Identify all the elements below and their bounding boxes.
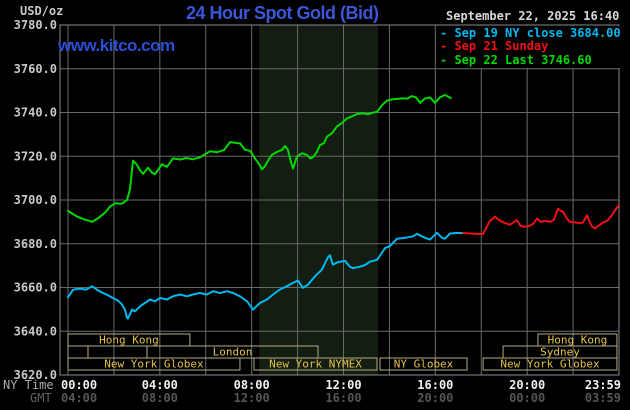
- y-axis-tick-label: 3780.0: [14, 18, 57, 32]
- y-axis-tick-label: 3700.0: [14, 193, 57, 207]
- x-tick-label-gmt: 08:00: [142, 391, 178, 405]
- y-axis-tick-label: 3680.0: [14, 237, 57, 251]
- session-label: Hong Kong: [99, 334, 159, 347]
- session-box: [87, 345, 148, 359]
- session-label: New York Globex: [104, 358, 204, 371]
- kitco-watermark: www.kitco.com: [58, 36, 175, 55]
- chart-legend: - Sep 19 NY close 3684.00 - Sep 21 Sunda…: [438, 26, 623, 68]
- legend-item-sep21: - Sep 21 Sunday: [440, 39, 549, 54]
- x-tick-label-gmt: 16:00: [325, 391, 361, 405]
- session-label: Sydney: [540, 346, 580, 359]
- session-label: New York NYMEX: [269, 358, 362, 371]
- x-tick-label-gmt: 03:59: [585, 391, 621, 405]
- x-tick-label-gmt: 04:00: [61, 391, 97, 405]
- series-line-sep19: [67, 231, 465, 320]
- chart-title: 24 Hour Spot Gold (Bid): [186, 3, 379, 23]
- x-tick-label-gmt: 20:00: [417, 391, 453, 405]
- y-axis-tick-label: 3640.0: [14, 324, 57, 338]
- x-axis-ny-time-label: NY Time: [3, 378, 54, 392]
- session-label: New York Globex: [500, 358, 600, 371]
- legend-item-sep19: - Sep 19 NY close 3684.00: [440, 26, 621, 40]
- session-box: [253, 357, 378, 371]
- x-tick-label-ny: 23:59: [585, 378, 621, 392]
- session-label: London: [213, 346, 253, 359]
- session-box: [482, 357, 618, 371]
- series-line-sep21: [462, 204, 620, 235]
- x-tick-label-ny: 16:00: [417, 378, 453, 392]
- y-axis-unit: USD/oz: [20, 4, 64, 18]
- x-tick-label-gmt: 00:00: [509, 391, 545, 405]
- series-line-sep22: [67, 94, 452, 223]
- y-axis-tick-label: 3760.0: [14, 62, 57, 76]
- x-tick-label-ny: 00:00: [61, 378, 97, 392]
- session-box: [67, 357, 241, 371]
- y-axis-tick-label: 3620.0: [14, 368, 57, 382]
- x-axis-gmt-label: GMT: [30, 391, 52, 405]
- x-tick-label-gmt: 12:00: [234, 391, 270, 405]
- y-axis-tick-label: 3660.0: [14, 281, 57, 295]
- y-axis-tick-label: 3720.0: [14, 149, 57, 163]
- plot-border: [59, 24, 620, 376]
- x-tick-label-ny: 12:00: [325, 378, 361, 392]
- session-box: [379, 357, 468, 371]
- legend-item-sep22: - Sep 22 Last 3746.60: [440, 52, 592, 67]
- session-label: Hong Kong: [548, 334, 608, 347]
- y-axis-tick-label: 3740.0: [14, 106, 57, 120]
- x-tick-label-ny: 20:00: [509, 378, 545, 392]
- chart-datetime: September 22, 2025 16:40: [446, 9, 620, 23]
- session-label: NY Globex: [394, 358, 454, 371]
- session-box: [67, 345, 89, 359]
- x-tick-label-ny: 04:00: [142, 378, 178, 392]
- x-tick-label-ny: 08:00: [234, 378, 270, 392]
